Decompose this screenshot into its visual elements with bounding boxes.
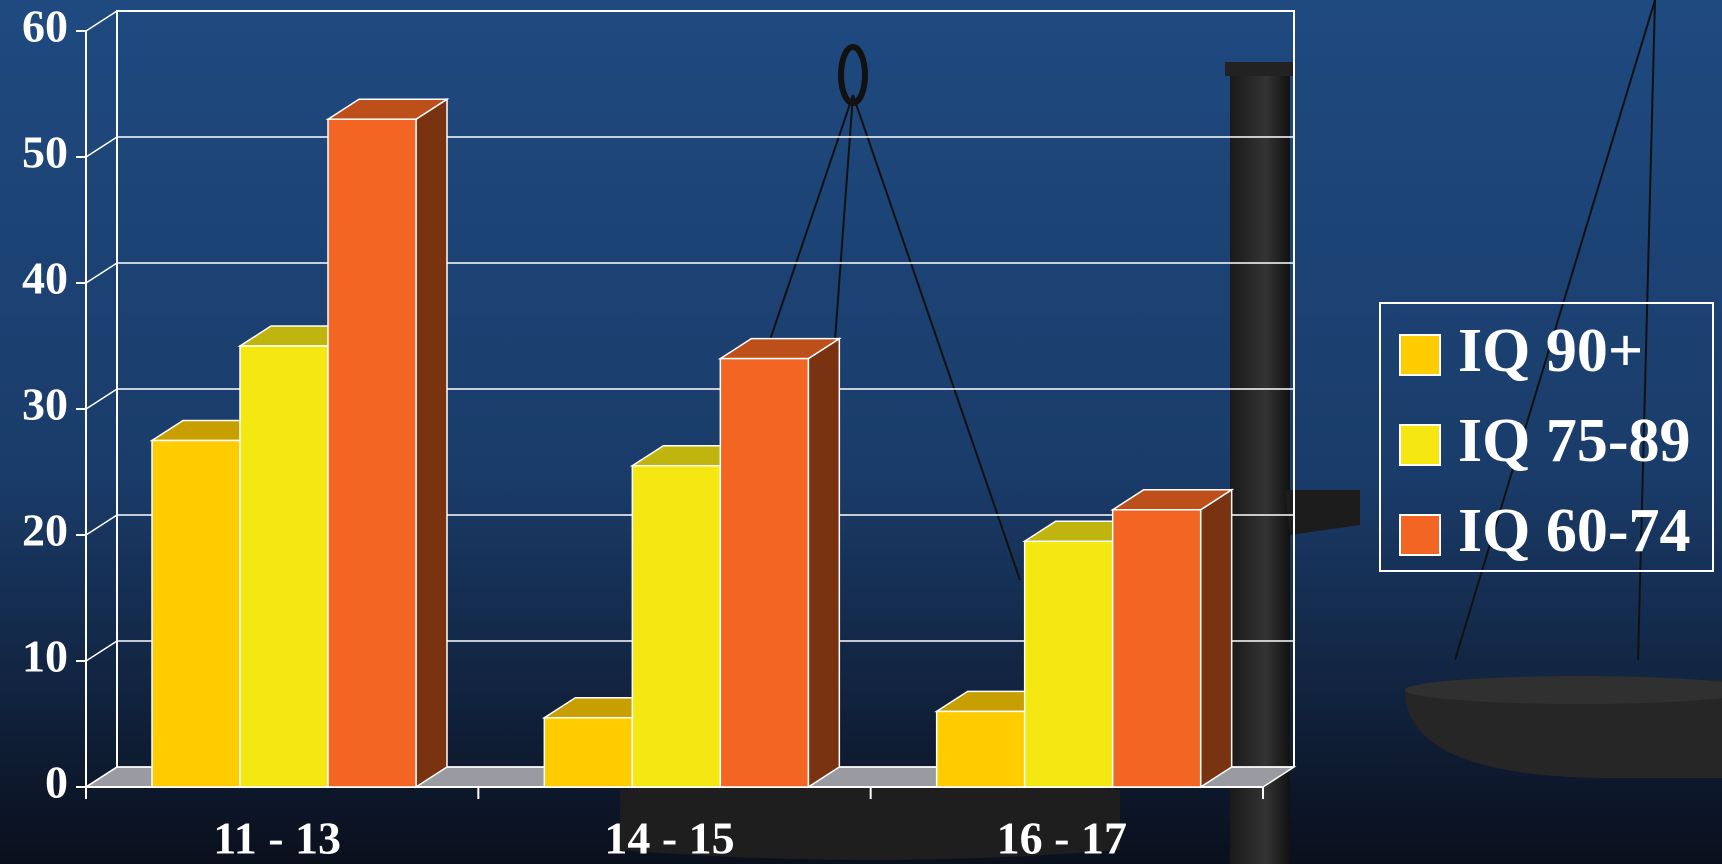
legend-label: IQ 75-89 (1458, 407, 1691, 475)
grid-line (85, 262, 1294, 284)
y-tick-label: 20 (22, 505, 68, 556)
bar-side (415, 97, 448, 789)
y-tick-label: 30 (22, 379, 68, 430)
legend-swatch (1399, 424, 1441, 466)
grid-line (85, 640, 1294, 662)
bar (239, 345, 329, 788)
legend-swatch (1399, 334, 1441, 376)
grid-line (85, 136, 1294, 158)
grid-line (85, 514, 1294, 536)
y-tick-label: 40 (22, 253, 68, 304)
bar (631, 464, 722, 788)
bar (935, 710, 1026, 788)
y-tick-label: 50 (22, 127, 68, 178)
grid-line (85, 10, 1294, 32)
y-tick-label: 0 (45, 757, 68, 808)
legend-box (1379, 302, 1714, 572)
grid-line (85, 766, 1294, 788)
y-tick-label: 60 (22, 1, 68, 52)
bar (1023, 540, 1114, 788)
grid-line (85, 388, 1294, 410)
bar-side (1199, 488, 1233, 789)
scale-decoration (620, 0, 1722, 864)
bar (327, 118, 417, 788)
bar (1111, 509, 1202, 788)
y-tick-label: 10 (22, 631, 68, 682)
bar-side (807, 337, 841, 789)
x-tick-label: 14 - 15 (604, 813, 734, 864)
bar (151, 439, 241, 788)
x-tick-label: 11 - 13 (213, 813, 341, 864)
legend-label: IQ 60-74 (1458, 497, 1691, 565)
x-tick-label: 16 - 17 (997, 813, 1127, 864)
bar (719, 357, 810, 788)
bar (543, 716, 634, 788)
legend-label: IQ 90+ (1458, 317, 1643, 385)
legend-swatch (1399, 514, 1441, 556)
